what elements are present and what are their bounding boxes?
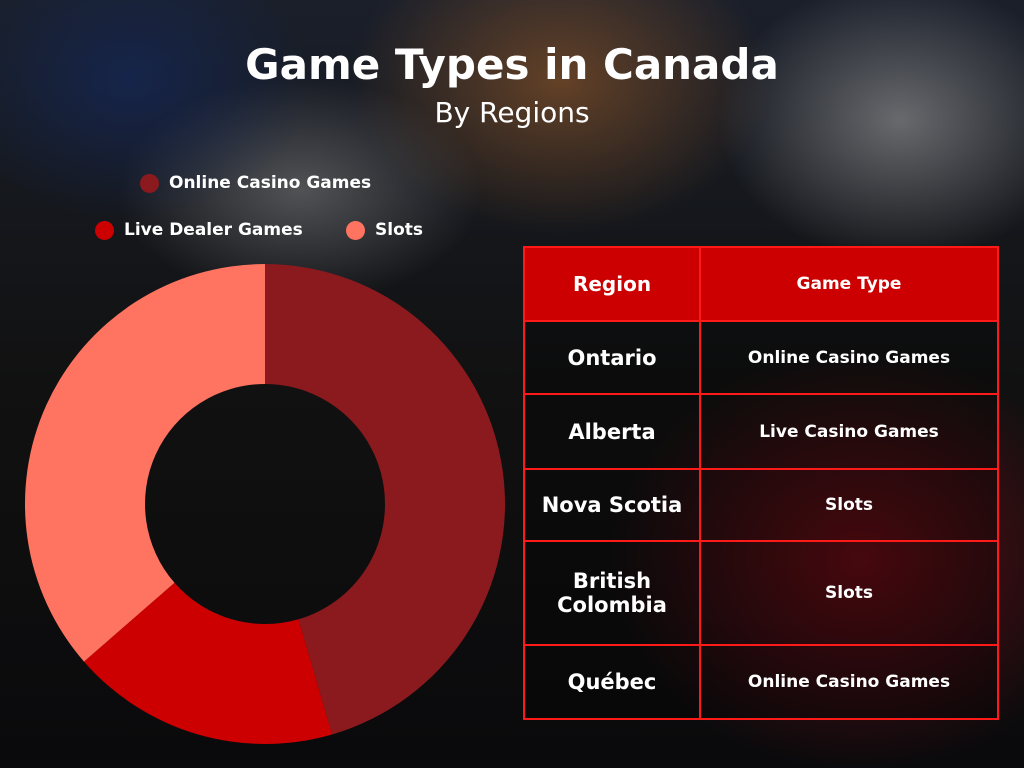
region-cell: Nova Scotia [523,468,701,542]
region-cell: Alberta [523,393,701,470]
donut-slice-online-casino-games [265,264,505,735]
region-table: Region Game Type Ontario Online Casino Ga… [523,246,999,720]
legend-live-dealer: Live Dealer Games [95,220,303,240]
legend-slots: Slots [346,220,423,240]
page-subtitle: By Regions [434,96,590,129]
page-title: Game Types in Canada [245,40,779,89]
game-cell: Online Casino Games [699,644,999,720]
game-cell: Live Casino Games [699,393,999,470]
region-cell: Québec [523,644,701,720]
header-game-type: Game Type [699,246,999,322]
legend-online-casino: Online Casino Games [140,173,371,193]
region-cell: Ontario [523,320,701,395]
table-row: Alberta Live Casino Games [523,393,999,470]
donut-slice-slots [24,264,265,662]
legend-swatch [346,220,365,240]
table-row: Québec Online Casino Games [523,644,999,720]
donut-slice-live-dealer-games [83,582,332,744]
legend-swatch [140,173,159,193]
table-row: Nova Scotia Slots [523,468,999,542]
legend-swatch [95,220,114,240]
legend-label: Slots [375,220,423,240]
legend-label: Online Casino Games [169,173,372,193]
table-header-row: Region Game Type [523,246,999,322]
game-cell: Online Casino Games [699,320,999,395]
table-row: British Colombia Slots [523,540,999,646]
game-cell: Slots [699,468,999,542]
table-row: Ontario Online Casino Games [523,320,999,395]
game-cell: Slots [699,540,999,646]
header-region: Region [523,246,701,322]
region-cell: British Colombia [523,540,701,646]
legend-label: Live Dealer Games [124,220,303,240]
